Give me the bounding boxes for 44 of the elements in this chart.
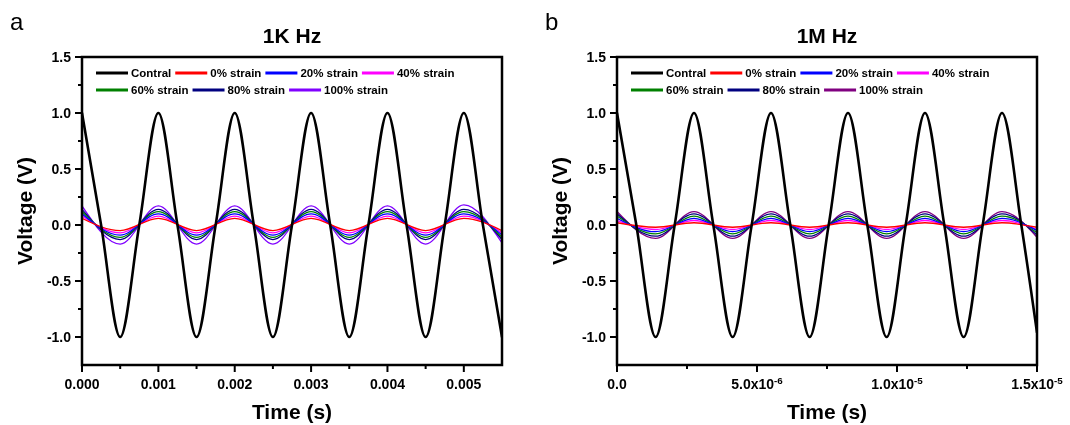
legend-label: 60% strain	[131, 84, 189, 97]
legend-label: 80% strain	[227, 84, 286, 97]
x-tick-label: 0.002	[217, 376, 253, 392]
legend-label: 80% strain	[762, 84, 821, 97]
legend-label: 0% strain	[745, 67, 797, 80]
y-axis-title: Voltage (V)	[548, 156, 571, 266]
chart-title: 1K Hz	[262, 24, 322, 47]
x-tick-label: 0.000	[64, 376, 100, 392]
y-tick-label: 0.5	[586, 160, 607, 177]
x-tick-label: 0.001	[140, 376, 177, 392]
legend-label: Contral	[131, 67, 172, 80]
y-tick-label: 1.0	[51, 104, 72, 121]
legend-label: 20% strain	[300, 67, 358, 80]
legend-label: 40% strain	[931, 67, 990, 80]
x-tick-label: 5.0x10$^{-6}$	[731, 374, 784, 392]
y-tick-label: 0.0	[51, 216, 72, 233]
legend-label: 20% strain	[835, 67, 893, 80]
y-tick-label: 0.5	[51, 160, 72, 177]
x-tick-label: 1.0x10$^{-5}$	[871, 374, 924, 392]
y-tick-label: 1.5	[586, 48, 607, 65]
legend-label: 60% strain	[666, 84, 724, 97]
x-tick-label: 0.004	[369, 376, 406, 392]
y-tick-label: -0.5	[46, 272, 72, 289]
y-tick-label: 1.5	[51, 48, 72, 65]
y-tick-label: 0.0	[586, 216, 607, 233]
y-axis-title: Voltage (V)	[13, 156, 36, 266]
legend-label: 100% strain	[859, 84, 923, 97]
y-tick-label: -1.0	[581, 328, 607, 345]
y-tick-label: -1.0	[46, 328, 72, 345]
text: a	[10, 8, 24, 35]
legend-label: Contral	[666, 67, 707, 80]
chart-title: 1M Hz	[796, 24, 858, 47]
x-axis-title: Time (s)	[786, 400, 868, 423]
x-tick-label: 1.5x10$^{-5}$	[1011, 374, 1064, 392]
x-axis-title: Time (s)	[251, 400, 333, 423]
y-tick-label: -0.5	[581, 272, 607, 289]
x-tick-label: 0.003	[293, 376, 329, 392]
legend-label: 0% strain	[210, 67, 262, 80]
legend-label: 100% strain	[324, 84, 388, 97]
text: b	[545, 8, 559, 35]
x-tick-label: 0.0	[607, 376, 627, 392]
y-tick-label: 1.0	[586, 104, 607, 121]
x-tick-label: 0.005	[446, 376, 482, 392]
legend-label: 40% strain	[396, 67, 455, 80]
